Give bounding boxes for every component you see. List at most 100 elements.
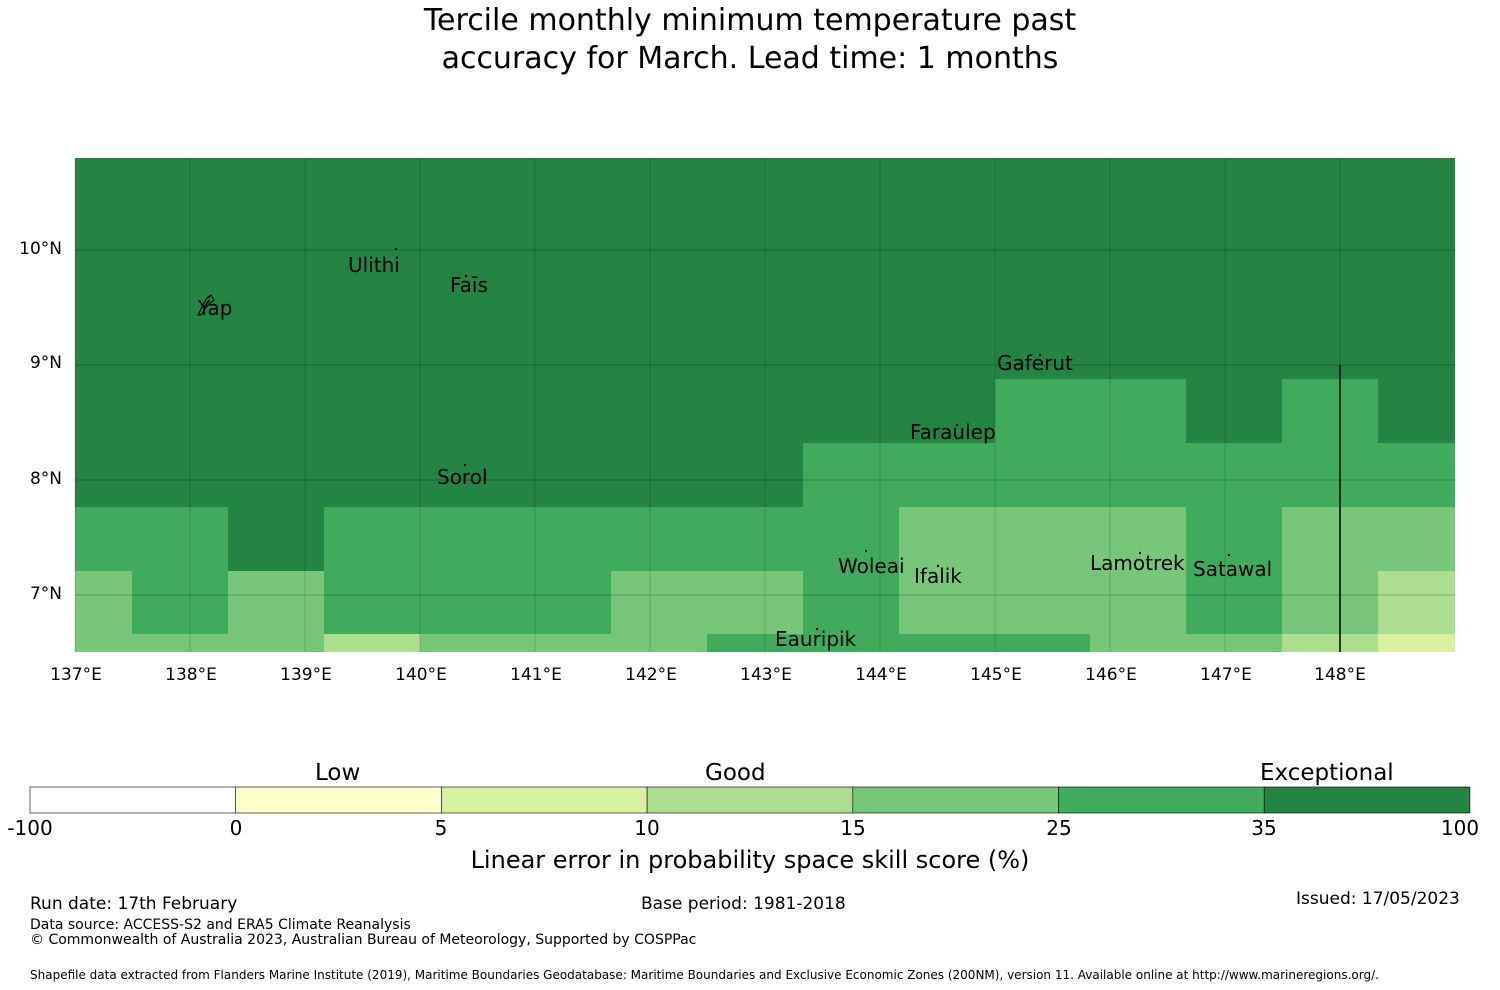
place-label-gaferut: Gaferut xyxy=(997,351,1073,375)
copyright: © Commonwealth of Australia 2023, Austra… xyxy=(30,932,697,948)
island-dot-8 xyxy=(1138,551,1142,555)
skill-cell-23 xyxy=(707,634,803,652)
island-dot-6 xyxy=(864,549,868,553)
skill-cell-20 xyxy=(324,634,420,652)
island-dot-5 xyxy=(463,463,467,467)
place-label-ifalik: Ifalik xyxy=(914,564,962,588)
base-period: Base period: 1981-2018 xyxy=(641,894,846,914)
place-label-ulithi: Ulithi xyxy=(348,253,400,277)
colorbar-tick-5: 5 xyxy=(434,816,448,840)
lon-tick-138e: 138°E xyxy=(165,665,217,685)
data-source: Data source: ACCESS-S2 and ERA5 Climate … xyxy=(30,917,411,933)
lat-tick-9n: 9°N xyxy=(29,353,62,373)
colorbar-tick-100: 100 xyxy=(1440,816,1480,840)
lon-tick-144e: 144°E xyxy=(855,665,907,685)
colorbar-tick-minus100: -100 xyxy=(7,816,53,840)
title-line-1: Tercile monthly minimum temperature past xyxy=(423,3,1077,38)
shapefile-credit: Shapefile data extracted from Flanders M… xyxy=(30,968,1379,982)
skill-cell-27 xyxy=(1186,634,1282,652)
colorbar-segment-5 xyxy=(1058,786,1265,814)
skill-cell-2 xyxy=(803,443,1455,507)
island-dot-7 xyxy=(936,564,940,568)
lon-tick-143e: 143°E xyxy=(740,665,792,685)
colorbar-tick-35: 35 xyxy=(1251,816,1277,840)
skill-cell-21 xyxy=(420,634,611,652)
lon-tick-141e: 141°E xyxy=(510,665,562,685)
skill-cell-12 xyxy=(324,571,611,634)
skill-cell-7 xyxy=(1186,507,1282,571)
colorbar-segment-6 xyxy=(1263,786,1471,814)
colorbar-tick-0: 0 xyxy=(229,816,243,840)
island-dot-3 xyxy=(1038,353,1042,357)
skill-cell-17 xyxy=(1282,571,1378,634)
colorbar-segment-0 xyxy=(29,786,236,814)
place-label-sorol: Sorol xyxy=(437,465,488,489)
colorbar-category-good: Good xyxy=(705,760,766,786)
title-line-2: accuracy for March. Lead time: 1 months xyxy=(441,41,1059,76)
colorbar-tick-25: 25 xyxy=(1046,816,1072,840)
skill-cell-6 xyxy=(899,507,1186,571)
skill-cell-29 xyxy=(1378,634,1455,652)
colorbar-tick-10: 10 xyxy=(634,816,660,840)
skill-cell-1 xyxy=(1282,379,1378,443)
lat-tick-8n: 8°N xyxy=(29,469,62,489)
place-label-satawal: Satawal xyxy=(1193,557,1273,581)
skill-cell-14 xyxy=(803,571,899,634)
place-label-faraulep: Faraulep xyxy=(910,420,996,444)
lon-tick-145e: 145°E xyxy=(970,665,1022,685)
skill-cell-25 xyxy=(899,634,1090,652)
skill-grid-cells xyxy=(75,158,1455,652)
skill-cell-15 xyxy=(899,571,1186,634)
colorbar xyxy=(29,786,1471,814)
island-markers xyxy=(197,247,1231,631)
place-label-woleai: Woleai xyxy=(838,554,905,578)
island-dot-10 xyxy=(815,627,819,631)
colorbar-category-low: Low xyxy=(315,760,361,786)
skill-cell-3 xyxy=(75,507,228,571)
lat-tick-7n: 7°N xyxy=(29,584,62,604)
island-dot-1 xyxy=(464,274,468,278)
skill-cell-9 xyxy=(75,571,132,634)
skill-cell-0 xyxy=(995,379,1186,443)
skill-cell-26 xyxy=(1090,634,1186,652)
place-label-fais: Faīs xyxy=(450,273,488,297)
skill-cell-22 xyxy=(611,634,707,652)
skill-cell-4 xyxy=(324,507,803,571)
yap-island-outline xyxy=(197,294,215,316)
island-dot-4 xyxy=(955,423,959,427)
lon-tick-146e: 146°E xyxy=(1085,665,1137,685)
place-label-eauripik: Eauripik xyxy=(775,627,857,651)
place-label-lamotrek: Lamotrek xyxy=(1090,551,1185,575)
lon-tick-147e: 147°E xyxy=(1200,665,1252,685)
run-date: Run date: 17th February xyxy=(30,894,238,914)
lon-tick-140e: 140°E xyxy=(395,665,447,685)
colorbar-category-exceptional: Exceptional xyxy=(1260,760,1394,786)
issued-date: Issued: 17/05/2023 xyxy=(1296,889,1460,909)
lon-tick-137e: 137°E xyxy=(50,665,102,685)
island-dot-0 xyxy=(394,247,398,251)
skill-cell-18 xyxy=(1378,571,1455,634)
skill-cell-8 xyxy=(1282,507,1455,571)
lon-tick-148e: 148°E xyxy=(1314,665,1366,685)
island-dot-9 xyxy=(1227,553,1231,557)
skill-cell-28 xyxy=(1282,634,1378,652)
skill-cell-5 xyxy=(803,507,899,571)
colorbar-segment-3 xyxy=(646,786,854,814)
map-title: Tercile monthly minimum temperature past… xyxy=(0,2,1500,78)
skill-cell-10 xyxy=(132,571,228,634)
colorbar-label: Linear error in probability space skill … xyxy=(470,846,1030,874)
skill-cell-13 xyxy=(611,571,803,634)
place-label-yap: Yap xyxy=(198,296,233,320)
graticule xyxy=(74,158,1455,652)
lat-tick-10n: 10°N xyxy=(19,239,62,259)
colorbar-segment-4 xyxy=(852,786,1059,814)
colorbar-segment-1 xyxy=(235,786,442,814)
colorbar-tick-15: 15 xyxy=(840,816,866,840)
lon-tick-142e: 142°E xyxy=(625,665,677,685)
skill-cell-16 xyxy=(1186,571,1282,634)
colorbar-segment-2 xyxy=(441,786,648,814)
skill-cell-24 xyxy=(803,634,899,652)
skill-cell-11 xyxy=(228,571,324,634)
lon-tick-139e: 139°E xyxy=(280,665,332,685)
